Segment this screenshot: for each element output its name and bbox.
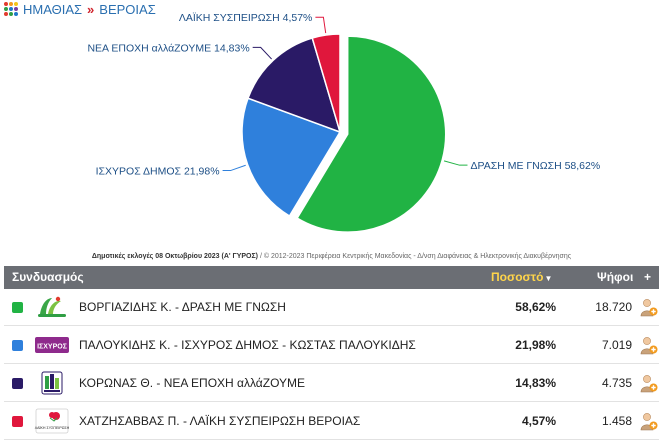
coalition-votes: 1.458 — [601, 414, 632, 428]
expand-all-button[interactable]: + — [644, 270, 652, 284]
party-logo-laiki-text: ΛΑΪΚΗ ΣΥΣΠΕΙΡΩΣΗ — [35, 426, 70, 430]
sort-down-icon: ▼ — [544, 274, 553, 283]
results-table-header: Συνδυασμός Ποσοστό▼ Ψήφοι + — [4, 266, 659, 289]
pie-slice-label: ΝΕΑ ΕΠΟΧΗ αλλάΖΟΥΜΕ 14,83% — [87, 42, 249, 54]
column-header-percentage-label: Ποσοστό — [491, 270, 544, 284]
party-logo-nea-epochi — [33, 369, 71, 397]
breadcrumb: ΗΜΑΘΙΑΣ » ΒΕΡΟΙΑΣ — [4, 1, 156, 17]
pie-connector-line — [252, 46, 272, 60]
party-logo-ischyros: ΙΣΧΥΡΟΣ — [33, 331, 71, 359]
party-logo-drasi — [33, 293, 71, 321]
coalition-name[interactable]: ΚΟΡΩΝΑΣ Θ. - ΝΕΑ ΕΠΟΧΗ αλλάΖΟΥΜΕ — [79, 376, 306, 390]
pie-slice[interactable] — [311, 33, 341, 133]
pie-connector-line — [315, 16, 327, 34]
pie-slice-label: ΔΡΑΣΗ ΜΕ ΓΝΩΣΗ 58,62% — [470, 160, 600, 172]
region-logo-icon — [4, 2, 18, 16]
coalition-percentage: 58,62% — [515, 300, 556, 314]
breadcrumb-separator: » — [87, 1, 95, 17]
pie-slice[interactable] — [247, 37, 342, 134]
party-logo-ischyros-text: ΙΣΧΥΡΟΣ — [37, 344, 67, 351]
candidates-user-plus-icon[interactable] — [640, 336, 658, 356]
credits-source: / © 2012-2023 Περιφέρεια Κεντρικής Μακεδ… — [258, 253, 572, 260]
breadcrumb-municipality-link[interactable]: ΒΕΡΟΙΑΣ — [99, 1, 156, 17]
candidates-user-plus-icon[interactable] — [640, 298, 658, 318]
coalition-votes: 18.720 — [595, 300, 632, 314]
candidates-user-plus-icon[interactable] — [640, 412, 658, 432]
coalition-percentage: 21,98% — [515, 338, 556, 352]
party-logo-laiki: ΛΑΪΚΗ ΣΥΣΠΕΙΡΩΣΗ — [33, 407, 71, 435]
coalition-name[interactable]: ΒΟΡΓΙΑΖΙΔΗΣ Κ. - ΔΡΑΣΗ ΜΕ ΓΝΩΣΗ — [79, 300, 286, 314]
coalition-name[interactable]: ΠΑΛΟΥΚΙΔΗΣ Κ. - ΙΣΧΥΡΟΣ ΔΗΜΟΣ - ΚΩΣΤΑΣ Π… — [79, 338, 416, 352]
table-row[interactable]: ΚΟΡΩΝΑΣ Θ. - ΝΕΑ ΕΠΟΧΗ αλλάΖΟΥΜΕ 14,83% … — [4, 365, 659, 402]
table-row[interactable]: ΙΣΧΥΡΟΣ ΠΑΛΟΥΚΙΔΗΣ Κ. - ΙΣΧΥΡΟΣ ΔΗΜΟΣ - … — [4, 327, 659, 364]
breadcrumb-region-link[interactable]: ΗΜΑΘΙΑΣ — [23, 1, 83, 17]
party-color-swatch — [12, 378, 23, 389]
party-color-swatch — [12, 340, 23, 351]
coalition-votes: 4.735 — [601, 376, 632, 390]
table-row[interactable]: ΒΟΡΓΙΑΖΙΔΗΣ Κ. - ΔΡΑΣΗ ΜΕ ΓΝΩΣΗ 58,62% 1… — [4, 289, 659, 326]
pie-connector-line — [222, 164, 246, 172]
pie-slice-label: ΙΣΧΥΡΟΣ ΔΗΜΟΣ 21,98% — [96, 166, 220, 178]
coalition-percentage: 4,57% — [521, 414, 556, 428]
coalition-votes: 7.019 — [601, 338, 632, 352]
party-color-swatch — [12, 416, 23, 427]
coalition-percentage: 14,83% — [515, 376, 556, 390]
table-row[interactable]: ΛΑΪΚΗ ΣΥΣΠΕΙΡΩΣΗ ΧΑΤΖΗΣΑΒΒΑΣ Π. - ΛΑΪΚΗ … — [4, 403, 659, 440]
candidates-user-plus-icon[interactable] — [640, 374, 658, 394]
column-header-votes[interactable]: Ψήφοι — [597, 270, 634, 284]
coalition-name[interactable]: ΧΑΤΖΗΣΑΒΒΑΣ Π. - ΛΑΪΚΗ ΣΥΣΠΕΙΡΩΣΗ ΒΕΡΟΙΑ… — [79, 414, 361, 428]
pie-slice[interactable] — [241, 97, 342, 218]
pie-slice[interactable] — [296, 35, 447, 233]
pie-connector-line — [443, 160, 468, 166]
column-header-coalition[interactable]: Συνδυασμός — [12, 270, 84, 284]
results-pie-chart: ΔΡΑΣΗ ΜΕ ΓΝΩΣΗ 58,62% ΙΣΧΥΡΟΣ ΔΗΜΟΣ 21,98… — [87, 12, 600, 233]
column-header-percentage[interactable]: Ποσοστό▼ — [491, 266, 552, 289]
credits-election: Δημοτικές εκλογές 08 Οκτωβρίου 2023 (Α' … — [91, 253, 259, 260]
pie-slice-label: ΛΑΪΚΗ ΣΥΣΠΕΙΡΩΣΗ 4,57% — [179, 12, 313, 24]
chart-credits: Δημοτικές εκλογές 08 Οκτωβρίου 2023 (Α' … — [0, 253, 663, 260]
party-color-swatch — [12, 302, 23, 313]
